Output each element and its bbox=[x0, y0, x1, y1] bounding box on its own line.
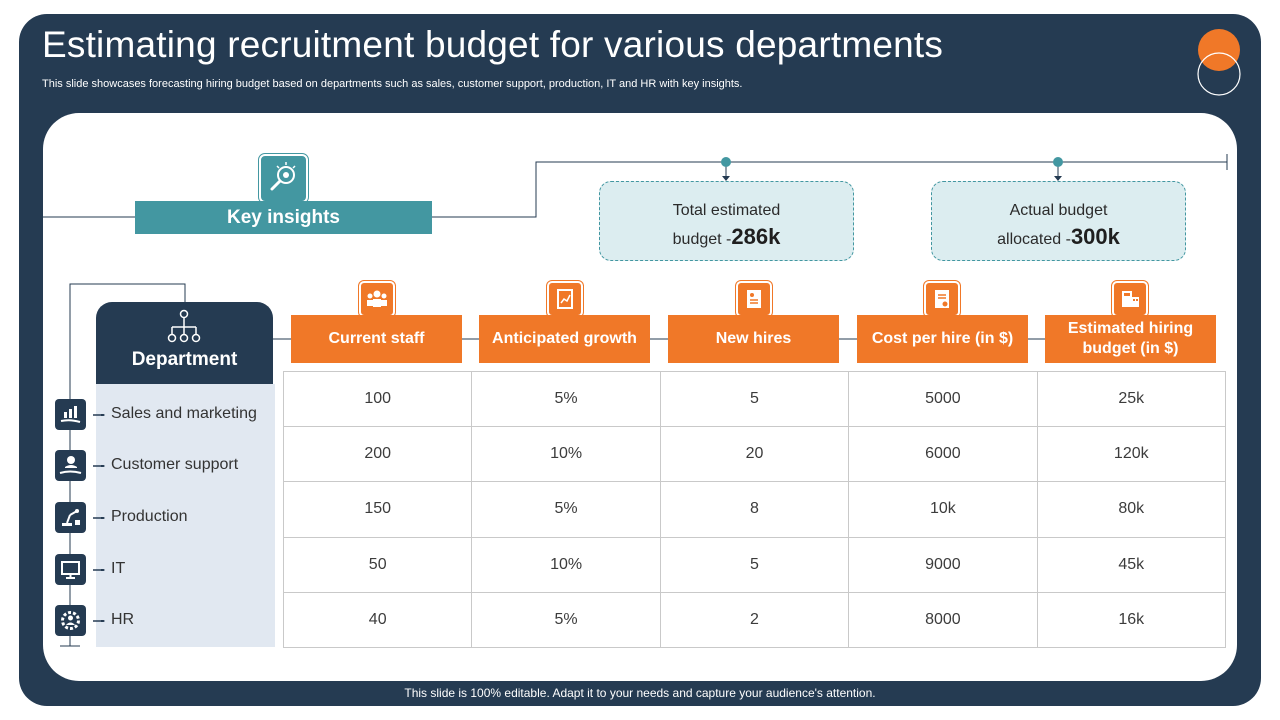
monitor-icon bbox=[55, 554, 86, 585]
department-item: HR bbox=[55, 605, 285, 637]
budget-table: 100 5% 5 5000 25k 200 10% 20 6000 120k 1… bbox=[282, 370, 1227, 648]
department-item: Production bbox=[55, 502, 285, 534]
magnifier-lightbulb-icon bbox=[259, 154, 308, 203]
total-estimated-line2: budget - bbox=[672, 231, 732, 248]
table-cell: 5% bbox=[471, 370, 661, 428]
department-header: Department bbox=[96, 302, 273, 384]
table-cell: 5 bbox=[659, 370, 850, 428]
table-cell: 45k bbox=[1036, 536, 1227, 593]
table-cell: 40 bbox=[282, 591, 473, 648]
table-cell: 10k bbox=[848, 481, 1038, 538]
department-name: Production bbox=[111, 508, 188, 525]
slide-footer: This slide is 100% editable. Adapt it to… bbox=[404, 686, 876, 700]
total-estimated-line1: Total estimated bbox=[672, 202, 781, 219]
table-cell: 2 bbox=[659, 591, 850, 648]
table-cell: 5% bbox=[471, 591, 661, 648]
table-cell: 20 bbox=[659, 426, 850, 483]
table-cell: 9000 bbox=[848, 536, 1038, 593]
department-name: Sales and marketing bbox=[111, 405, 257, 422]
column-header-current-staff: Current staff bbox=[291, 315, 462, 363]
resume-icon bbox=[736, 281, 772, 317]
department-name: IT bbox=[111, 560, 126, 577]
total-estimated-budget-box: Total estimated budget -286k bbox=[599, 181, 854, 261]
chart-hand-icon bbox=[55, 399, 86, 430]
table-cell: 100 bbox=[282, 370, 473, 428]
table-cell: 8000 bbox=[848, 591, 1038, 648]
table-row: 150 5% 8 10k 80k bbox=[282, 481, 1227, 538]
table-cell: 5 bbox=[659, 536, 850, 593]
table-cell: 6000 bbox=[848, 426, 1038, 483]
department-name: HR bbox=[111, 611, 135, 628]
department-column bbox=[96, 384, 275, 647]
department-item: Sales and marketing bbox=[55, 399, 285, 431]
slide-subtitle: This slide showcases forecasting hiring … bbox=[42, 78, 743, 90]
key-insights-label: Key insights bbox=[135, 201, 432, 234]
decorative-circles-icon bbox=[1197, 29, 1241, 96]
actual-budget-line2: allocated - bbox=[997, 231, 1071, 248]
table-row: 50 10% 5 9000 45k bbox=[282, 536, 1227, 593]
slide-title: Estimating recruitment budget for variou… bbox=[42, 24, 944, 65]
calculator-icon bbox=[1112, 281, 1148, 317]
team-icon bbox=[359, 281, 395, 317]
department-name: Customer support bbox=[111, 456, 239, 473]
department-header-label: Department bbox=[131, 349, 238, 370]
table-cell: 10% bbox=[471, 426, 661, 483]
actual-budget-box: Actual budget allocated -300k bbox=[931, 181, 1186, 261]
org-chart-icon bbox=[167, 309, 201, 343]
table-row: 40 5% 2 8000 16k bbox=[282, 591, 1227, 648]
table-cell: 16k bbox=[1036, 591, 1227, 648]
table-cell: 150 bbox=[282, 481, 473, 538]
table-cell: 5000 bbox=[848, 370, 1038, 428]
table-cell: 8 bbox=[659, 481, 850, 538]
column-header-estimated-budget: Estimated hiring budget (in $) bbox=[1045, 315, 1216, 363]
column-header-anticipated-growth: Anticipated growth bbox=[479, 315, 650, 363]
table-cell: 50 bbox=[282, 536, 473, 593]
people-gear-icon bbox=[55, 605, 86, 636]
table-row: 100 5% 5 5000 25k bbox=[282, 370, 1227, 428]
department-item: Customer support bbox=[55, 450, 285, 482]
invoice-icon bbox=[924, 281, 960, 317]
column-header-cost-per-hire: Cost per hire (in $) bbox=[857, 315, 1028, 363]
actual-budget-line1: Actual budget bbox=[1009, 202, 1108, 219]
table-cell: 10% bbox=[471, 536, 661, 593]
department-item: IT bbox=[55, 554, 285, 586]
support-hand-icon bbox=[55, 450, 86, 481]
table-cell: 25k bbox=[1036, 370, 1227, 428]
table-cell: 120k bbox=[1036, 426, 1227, 483]
table-row: 200 10% 20 6000 120k bbox=[282, 426, 1227, 483]
total-estimated-value: 286k bbox=[731, 224, 781, 249]
growth-document-icon bbox=[547, 281, 583, 317]
table-cell: 5% bbox=[471, 481, 661, 538]
column-header-new-hires: New hires bbox=[668, 315, 839, 363]
robot-arm-icon bbox=[55, 502, 86, 533]
table-cell: 200 bbox=[282, 426, 473, 483]
actual-budget-value: 300k bbox=[1070, 224, 1120, 249]
table-cell: 80k bbox=[1036, 481, 1227, 538]
